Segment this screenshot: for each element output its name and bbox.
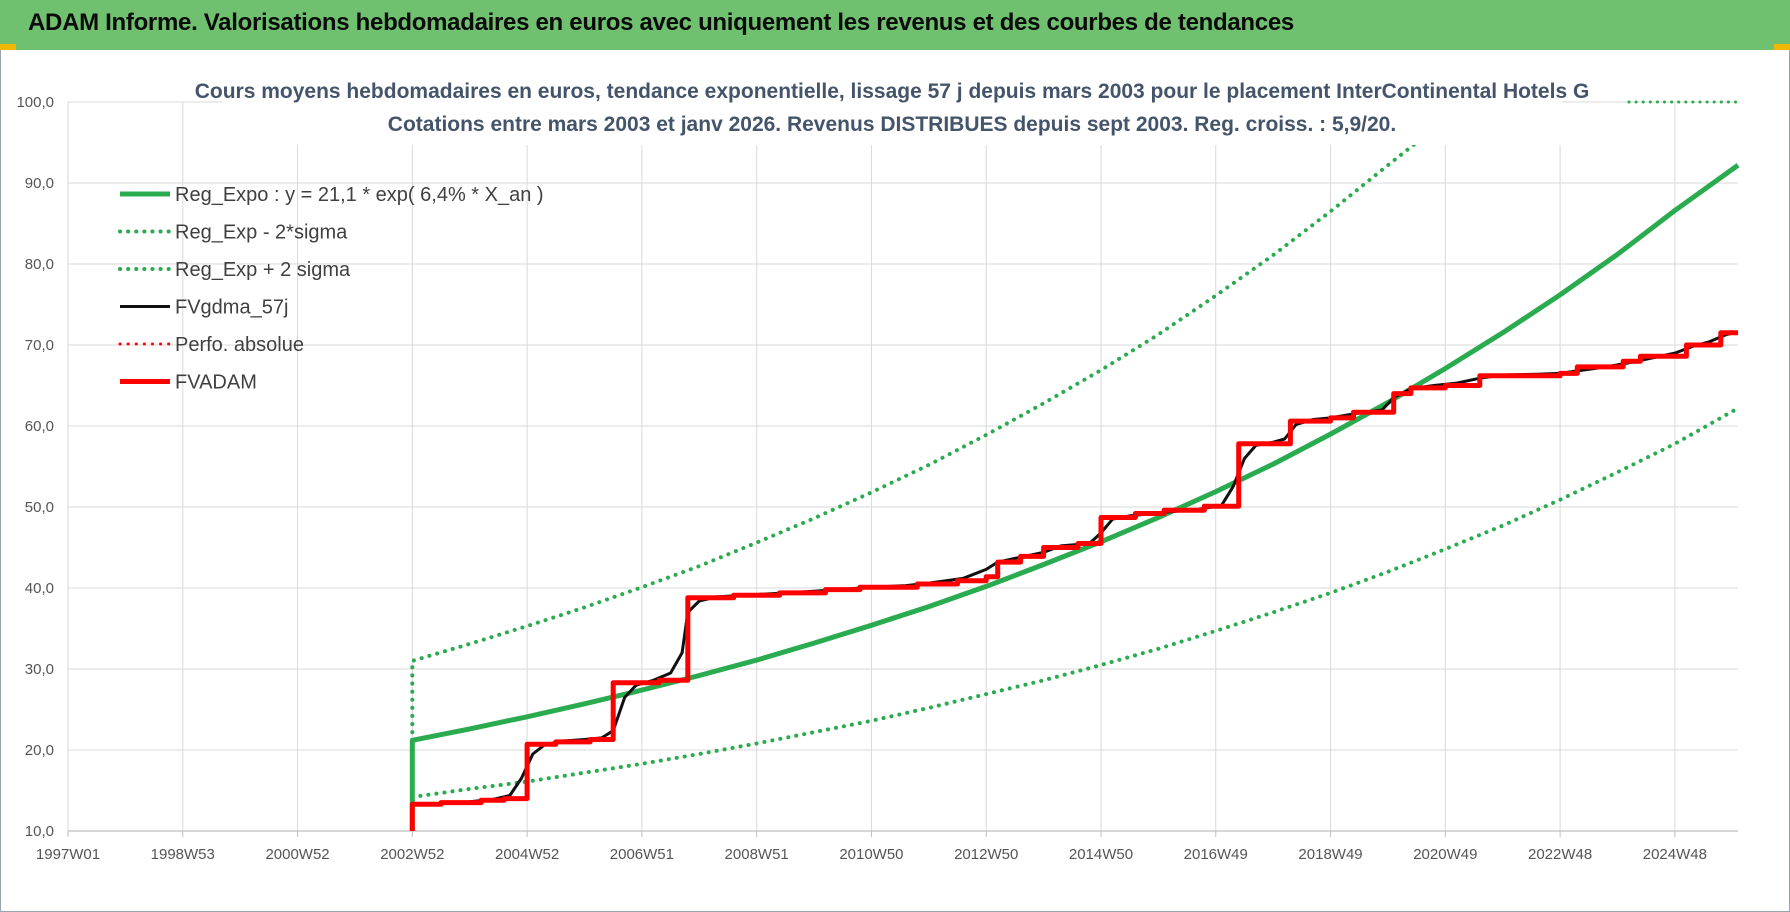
x-tick-label: 2008W51 <box>725 846 789 863</box>
axis-labels: 10,0 20,0 30,0 40,0 50,0 60,0 70,0 80,0 90,0 100,… <box>16 94 1707 863</box>
x-tick-label: 2024W48 <box>1643 846 1707 863</box>
legend-label: FVADAM <box>175 372 257 394</box>
chart-title: Cours moyens hebdomadaires en euros, ten… <box>195 80 1590 103</box>
y-tick-label: 20,0 <box>25 742 54 759</box>
y-tick-label: 10,0 <box>25 823 54 840</box>
series-line-1 <box>410 406 1740 799</box>
series-line-0 <box>409 163 1740 831</box>
legend-label: Reg_Exp + 2 sigma <box>175 259 351 281</box>
x-tick-label: 2012W50 <box>954 846 1018 863</box>
x-tick-label: 2020W49 <box>1413 846 1477 863</box>
y-tick-label: 40,0 <box>25 580 54 597</box>
legend-label: Reg_Exp - 2*sigma <box>175 222 348 244</box>
series-line-2 <box>410 140 1419 799</box>
x-tick-label: 2014W50 <box>1069 846 1133 863</box>
y-tick-label: 80,0 <box>25 256 54 273</box>
x-tick-label: 2000W52 <box>265 846 329 863</box>
y-tick-label: 60,0 <box>25 418 54 435</box>
x-tick-label: 2002W52 <box>380 846 444 863</box>
series-layer <box>409 100 1740 831</box>
chart-subtitle: Cotations entre mars 2003 et janv 2026. … <box>388 113 1396 136</box>
legend-label: Reg_Expo : y = 21,1 * exp( 6,4% * X_an ) <box>175 184 544 206</box>
header-bar: ADAM Informe. Valorisations hebdomadaire… <box>0 0 1790 50</box>
x-tick-label: 2010W50 <box>839 846 903 863</box>
y-tick-label: 90,0 <box>25 175 54 192</box>
title-background <box>222 73 1562 145</box>
y-tick-label: 100,0 <box>16 94 54 111</box>
corner-marker <box>1774 44 1790 50</box>
legend-label: FVgdma_57j <box>175 297 288 319</box>
gridlines <box>67 101 1738 837</box>
series-line-5 <box>409 330 1738 831</box>
y-tick-label: 30,0 <box>25 661 54 678</box>
legend-label: Perfo. absolue <box>175 334 304 356</box>
x-tick-label: 2018W49 <box>1298 846 1362 863</box>
header-title: ADAM Informe. Valorisations hebdomadaire… <box>28 9 1294 36</box>
y-tick-label: 70,0 <box>25 337 54 354</box>
x-tick-label: 1997W01 <box>36 846 100 863</box>
corner-marker <box>0 44 16 50</box>
x-tick-label: 2022W48 <box>1528 846 1592 863</box>
x-tick-label: 1998W53 <box>151 846 215 863</box>
legend: Reg_Expo : y = 21,1 * exp( 6,4% * X_an )… <box>118 184 544 394</box>
y-tick-label: 50,0 <box>25 499 54 516</box>
x-tick-label: 2006W51 <box>610 846 674 863</box>
x-tick-label: 2016W49 <box>1184 846 1248 863</box>
x-tick-label: 2004W52 <box>495 846 559 863</box>
